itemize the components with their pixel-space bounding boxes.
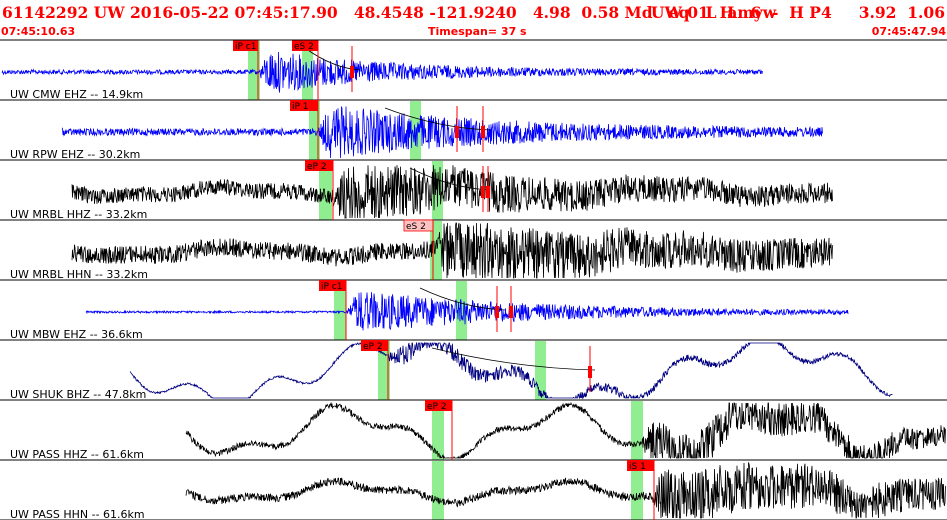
event-header: 61142292 UW 2016-05-22 07:45:17.90 48.45… (0, 0, 947, 24)
pick-flag[interactable] (425, 400, 452, 411)
pick-window-shade (378, 341, 390, 400)
channel-label: UW MRBL HHN -- 33.2km (10, 268, 148, 281)
pick-label: iP c1 (235, 42, 256, 52)
pick-label: eP 2 (307, 162, 327, 172)
amplitude-marker-box (495, 306, 499, 318)
solution-summary: UW 01 H 6 - H P4 3.92 1.06 (650, 3, 945, 22)
amplitude-marker-box (486, 186, 490, 198)
channel-panel[interactable]: eP 2 UW SHUK BHZ -- 47.8km (0, 340, 947, 401)
pick-window-shade (432, 461, 444, 520)
waveform-trace (129, 341, 893, 400)
channel-label: UW SHUK BHZ -- 47.8km (10, 388, 146, 401)
pick-label: iS 1 (629, 462, 646, 472)
amplitude-marker-box (481, 186, 485, 198)
waveform-trace (185, 401, 946, 460)
waveform-trace (71, 222, 833, 279)
pick-label: eP 2 (363, 342, 383, 352)
channel-label: UW PASS HHZ -- 61.6km (10, 448, 144, 461)
travel-time-curve (304, 47, 361, 71)
channel-label: UW PASS HHN -- 61.6km (10, 508, 145, 520)
pick-window-shade (302, 41, 313, 100)
end-time: 07:45:47.94 (871, 25, 946, 38)
pick-label: iP c1 (321, 282, 342, 292)
pick-window-shade (432, 401, 444, 460)
pick-flag[interactable] (305, 160, 333, 171)
waveform-trace (85, 292, 849, 331)
event-summary: 61142292 UW 2016-05-22 07:45:17.90 48.45… (2, 3, 777, 22)
channel-panel[interactable]: eS 2 UW MRBL HHN -- 33.2km (0, 219, 947, 281)
pick-window-shade (535, 341, 546, 400)
pick-window-shade (631, 461, 643, 520)
start-time: 07:45:10.63 (1, 25, 76, 38)
channel-label: UW MRBL HHZ -- 33.2km (10, 208, 147, 221)
channel-label: UW CMW EHZ -- 14.9km (10, 88, 143, 101)
amplitude-marker-box (350, 66, 354, 78)
channel-panel[interactable]: iS 1 UW PASS HHN -- 61.6km (0, 460, 947, 520)
channel-panel[interactable]: eP 2 UW PASS HHZ -- 61.6km (0, 400, 947, 461)
channel-panel[interactable]: eP 2 UW MRBL HHZ -- 33.2km (0, 160, 947, 221)
pick-flag[interactable] (627, 460, 654, 471)
amplitude-marker-box (509, 306, 513, 318)
travel-time-curve (431, 347, 596, 371)
waveform-trace (71, 165, 833, 219)
amplitude-marker-box (481, 126, 485, 138)
travel-time-curve (384, 107, 491, 131)
timespan: Timespan= 37 s (428, 25, 527, 38)
pick-window-shade (410, 101, 421, 160)
channel-label: UW RPW EHZ -- 30.2km (10, 148, 140, 161)
pick-label: eP 2 (427, 402, 447, 412)
waveform-trace (1, 51, 763, 93)
pick-window-shade (319, 161, 332, 220)
time-bar: 07:45:10.63 Timespan= 37 s 07:45:47.94 (0, 24, 947, 40)
pick-label: eS 2 (406, 222, 426, 232)
amplitude-marker-box (455, 126, 459, 138)
pick-label: iP 1 (292, 102, 309, 112)
pick-label: eS 2 (294, 42, 314, 52)
waveform-trace (61, 106, 823, 159)
channel-panel[interactable]: iP c1 eS 2 UW CMW EHZ -- 14.9km (0, 40, 947, 101)
pick-flag[interactable] (233, 40, 258, 51)
pick-flag[interactable] (292, 40, 318, 51)
pick-flag[interactable] (361, 340, 388, 351)
pick-flag[interactable] (290, 100, 318, 111)
amplitude-marker-box (588, 366, 592, 378)
channel-panel[interactable]: iP 1 UW RPW EHZ -- 30.2km (0, 100, 947, 161)
channel-panel[interactable]: iP c1 UW MBW EHZ -- 36.6km (0, 280, 947, 341)
pick-flag[interactable] (319, 280, 346, 291)
waveform-trace (185, 461, 946, 519)
pick-window-shade (309, 101, 320, 160)
pick-window-shade (631, 401, 643, 460)
pick-window-shade (334, 281, 346, 340)
channel-label: UW MBW EHZ -- 36.6km (10, 328, 143, 341)
